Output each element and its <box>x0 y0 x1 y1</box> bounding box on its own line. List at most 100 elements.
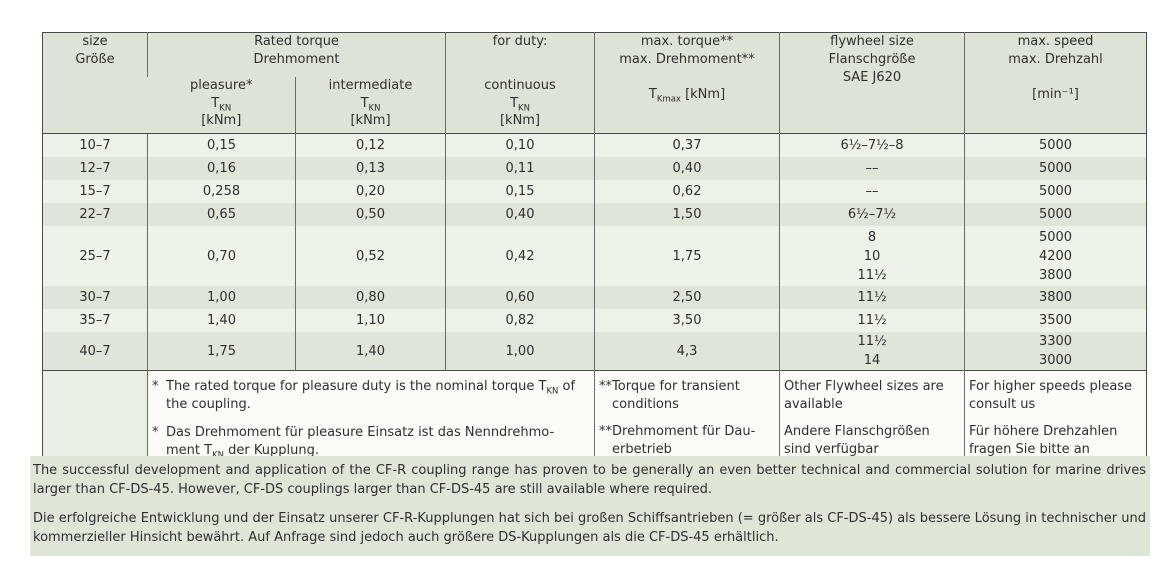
cell-flywheel: 11½ 14 <box>779 332 965 371</box>
header-max-speed: max. speed max. Drehzahl [min⁻¹] <box>964 32 1147 134</box>
header-flywheel: flywheel size Flanschgröße SAE J620 <box>779 32 965 134</box>
cell-speed: 3300 3000 <box>964 332 1147 371</box>
cell-pleasure: 1,75 <box>147 332 296 371</box>
footnote-star-de: * Das Drehmoment für pleasure Einsatz is… <box>152 424 589 460</box>
cell-max-torque: 0,37 <box>594 133 780 157</box>
header-continuous-symbol: TKN <box>446 95 594 114</box>
symbol-base: T <box>648 87 657 102</box>
table-body: 10–7 0,15 0,12 0,10 0,37 6½–7½–8 5000 12… <box>42 133 1147 475</box>
cell-speed: 5000 <box>964 180 1147 203</box>
footnote-text: The rated torque for pleasure duty is th… <box>166 378 589 414</box>
footnote-transient-de: **Drehmoment für Dau- erbetrieb <box>599 424 756 457</box>
cell-speed: 5000 4200 3800 <box>964 226 1147 286</box>
cell-intermediate: 1,40 <box>294 332 446 371</box>
header-intermediate-label: intermediate <box>328 77 413 93</box>
table-row: 10–7 0,15 0,12 0,10 0,37 6½–7½–8 5000 <box>42 133 1147 157</box>
cell-pleasure: 0,70 <box>147 226 296 286</box>
symbol-subscript: Kmax <box>656 94 681 105</box>
cell-size: 40–7 <box>42 332 148 371</box>
cell-speed: 5000 <box>964 133 1147 157</box>
cell-size: 15–7 <box>42 180 148 203</box>
footnote-text: Das Drehmoment für pleasure Einsatz ist … <box>166 424 554 460</box>
cell-speed: 5000 <box>964 203 1147 226</box>
footnote-flywheel-de: Andere Flanschgrößen sind verfügbar <box>784 424 930 457</box>
header-size-label: size Größe <box>75 34 115 67</box>
header-intermediate-symbol: TKN <box>296 95 445 114</box>
header-continuous-label: continuous <box>484 77 556 93</box>
header-rated-torque: Rated torque Drehmoment <box>146 32 446 77</box>
cell-intermediate: 0,20 <box>294 180 446 203</box>
cell-flywheel: –– <box>779 180 965 203</box>
cell-continuous: 0,11 <box>445 157 595 180</box>
header-max-torque-label: max. torque** max. Drehmoment** <box>619 34 755 67</box>
footnote-speed-en: For higher speeds please consult us <box>969 379 1133 412</box>
footnote-text-post: der Kupplung. <box>224 443 319 458</box>
cell-size: 35–7 <box>42 309 148 332</box>
cell-intermediate: 0,13 <box>294 157 446 180</box>
cell-max-torque: 1,75 <box>594 226 780 286</box>
cell-max-torque: 0,40 <box>594 157 780 180</box>
cell-speed: 3500 <box>964 309 1147 332</box>
cell-speed: 3800 <box>964 286 1147 309</box>
cell-size: 22–7 <box>42 203 148 226</box>
cell-flywheel: 11½ <box>779 309 965 332</box>
table-row: 15–7 0,258 0,20 0,15 0,62 –– 5000 <box>42 180 1147 203</box>
header-for-duty-label: for duty: <box>492 34 548 49</box>
coupling-spec-table: size Größe Rated torque Drehmoment for d… <box>42 32 1148 475</box>
cell-pleasure: 1,00 <box>147 286 296 309</box>
header-pleasure-symbol: TKN <box>148 95 296 113</box>
cell-pleasure: 0,16 <box>147 157 296 180</box>
header-pleasure: pleasure* TKN [kNm] <box>147 76 296 134</box>
cell-intermediate: 0,12 <box>294 133 446 157</box>
symbol-base: T <box>510 95 519 111</box>
header-continuous-unit: [kNm] <box>499 112 541 128</box>
cell-continuous: 1,00 <box>445 332 595 371</box>
cell-pleasure: 0,258 <box>147 180 296 203</box>
symbol-base: T <box>211 95 220 111</box>
cell-pleasure: 1,40 <box>147 309 296 332</box>
cell-size: 12–7 <box>42 157 148 180</box>
header-flywheel-label: flywheel size Flanschgröße SAE J620 <box>828 34 916 85</box>
header-intermediate-unit: [kNm] <box>350 112 391 128</box>
cell-flywheel: 6½–7½–8 <box>779 133 965 157</box>
footnote-text-post: of the coupling. <box>166 379 576 412</box>
symbol-subscript: KN <box>368 103 381 114</box>
note-paragraph-en: The successful development and applicati… <box>33 463 1146 497</box>
header-max-speed-unit: [min⁻¹] <box>1032 87 1079 102</box>
table-row: 35–7 1,40 1,10 0,82 3,50 11½ 3500 <box>42 309 1147 332</box>
table-row: 12–7 0,16 0,13 0,11 0,40 –– 5000 <box>42 157 1147 180</box>
footnote-transient-en: **Torque for transient conditions <box>599 379 740 412</box>
header-pleasure-unit: [kNm] <box>201 112 242 128</box>
cell-max-torque: 4,3 <box>594 332 780 371</box>
footnote-marker: * <box>152 379 159 394</box>
cell-pleasure: 0,15 <box>147 133 296 157</box>
symbol-subscript: KN <box>518 103 530 114</box>
footnote-star-en: * The rated torque for pleasure duty is … <box>152 378 589 414</box>
cell-intermediate: 1,10 <box>294 309 446 332</box>
cell-flywheel: 8 10 11½ <box>779 226 965 286</box>
cell-intermediate: 0,52 <box>294 226 446 286</box>
table-row: 25–7 0,70 0,52 0,42 1,75 8 10 11½ 5000 4… <box>42 226 1147 286</box>
header-pleasure-label: pleasure* <box>190 77 253 93</box>
footnote-marker: * <box>152 425 159 440</box>
cell-continuous: 0,82 <box>445 309 595 332</box>
table-header: size Größe Rated torque Drehmoment for d… <box>42 32 1147 134</box>
cell-flywheel: 11½ <box>779 286 965 309</box>
cell-continuous: 0,60 <box>445 286 595 309</box>
notes-block: The successful development and applicati… <box>30 456 1150 556</box>
cell-size: 25–7 <box>42 226 148 286</box>
cell-size: 10–7 <box>42 133 148 157</box>
header-max-torque: max. torque** max. Drehmoment** TKmax [k… <box>594 32 780 134</box>
cell-max-torque: 1,50 <box>594 203 780 226</box>
table-row: 22–7 0,65 0,50 0,40 1,50 6½–7½ 5000 <box>42 203 1147 226</box>
footnote-speed-de: Für höhere Drehzahlen fragen Sie bitte a… <box>969 424 1118 457</box>
footnote-flywheel-en: Other Flywheel sizes are available <box>784 379 944 412</box>
cell-max-torque: 0,62 <box>594 180 780 203</box>
cell-continuous: 0,15 <box>445 180 595 203</box>
cell-flywheel: 6½–7½ <box>779 203 965 226</box>
cell-flywheel: –– <box>779 157 965 180</box>
footnote-text-pre: The rated torque for pleasure duty is th… <box>166 379 547 394</box>
cell-intermediate: 0,80 <box>294 286 446 309</box>
note-paragraph-de: Die erfolgreiche Entwicklung und der Ein… <box>33 511 1146 545</box>
symbol-unit: [kNm] <box>685 87 726 102</box>
